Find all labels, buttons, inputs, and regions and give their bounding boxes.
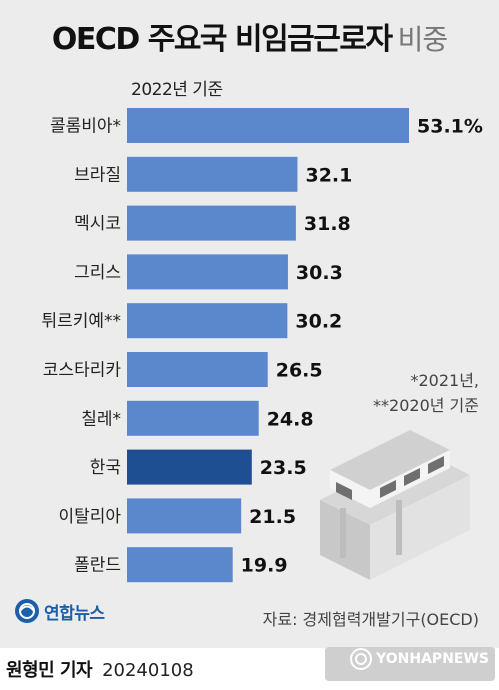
- footnote-line-2: **2020년 기준: [373, 396, 479, 415]
- footnote-line-1: *2021년,: [410, 371, 479, 390]
- bars-group: 콜롬비아* 53.1% 브라질 32.1 멕시코 31.8 그리스 30.3 튀르키예** 30.…: [41, 108, 483, 583]
- bar-1: [127, 156, 298, 192]
- bar-chart: 콜롬비아* 53.1% 브라질 32.1 멕시코 31.8 그리스 30.3 튀르키예** 30.…: [41, 108, 483, 583]
- bar-2: [127, 205, 296, 241]
- value-label-9: 19.9: [241, 555, 288, 577]
- yonhap-globe-logo-icon: [15, 599, 39, 623]
- category-label-9: 폴란드: [74, 556, 121, 576]
- agency-name: 연합뉴스: [44, 603, 105, 624]
- bar-8: [127, 498, 242, 534]
- value-label-3: 30.3: [296, 262, 343, 284]
- category-label-3: 그리스: [74, 263, 121, 283]
- category-label-8: 이탈리아: [58, 507, 121, 527]
- value-label-8: 21.5: [249, 506, 296, 528]
- byline-date: 20240108: [102, 660, 194, 681]
- footnote: *2021년, **2020년 기준: [373, 368, 479, 418]
- bar-0: [127, 108, 409, 143]
- value-label-1: 32.1: [305, 164, 352, 186]
- chart-subtitle: 2022년 기준: [131, 80, 223, 100]
- value-label-7: 23.5: [260, 457, 307, 479]
- value-label-5: 26.5: [276, 360, 323, 382]
- bar-7: [127, 449, 252, 485]
- byline-author: 원형민 기자: [6, 660, 93, 681]
- watermark: YONHAPNEWS: [350, 648, 489, 670]
- source-note: 자료: 경제협력개발기구(OECD): [262, 610, 479, 629]
- category-label-5: 코스타리카: [43, 361, 122, 381]
- watermark-text: YONHAPNEWS: [376, 651, 489, 667]
- title-sub: 비중: [397, 23, 449, 56]
- category-label-7: 한국: [90, 458, 121, 478]
- value-label-6: 24.8: [267, 408, 314, 430]
- category-label-1: 브라질: [74, 165, 121, 185]
- bar-5: [127, 352, 268, 387]
- category-label-0: 콜롬비아*: [50, 117, 121, 137]
- value-label-2: 31.8: [304, 213, 351, 235]
- bar-9: [127, 547, 233, 583]
- byline: 원형민 기자 20240108: [6, 656, 194, 682]
- bar-4: [127, 303, 288, 339]
- title-main: OECD 주요국 비임금근로자: [51, 22, 393, 57]
- value-label-0: 53.1%: [417, 116, 483, 138]
- agency-logo: 연합뉴스: [14, 598, 105, 624]
- value-label-4: 30.2: [295, 311, 342, 333]
- storefront-illustration: [320, 430, 470, 580]
- category-label-6: 칠레*: [81, 409, 121, 429]
- bar-6: [127, 400, 259, 436]
- chart-title: OECD 주요국 비임금근로자 비중: [0, 14, 499, 58]
- category-label-4: 튀르키예**: [41, 312, 121, 332]
- category-label-2: 멕시코: [74, 214, 121, 234]
- bar-3: [127, 254, 288, 290]
- yonhap-watermark-icon: [350, 648, 373, 670]
